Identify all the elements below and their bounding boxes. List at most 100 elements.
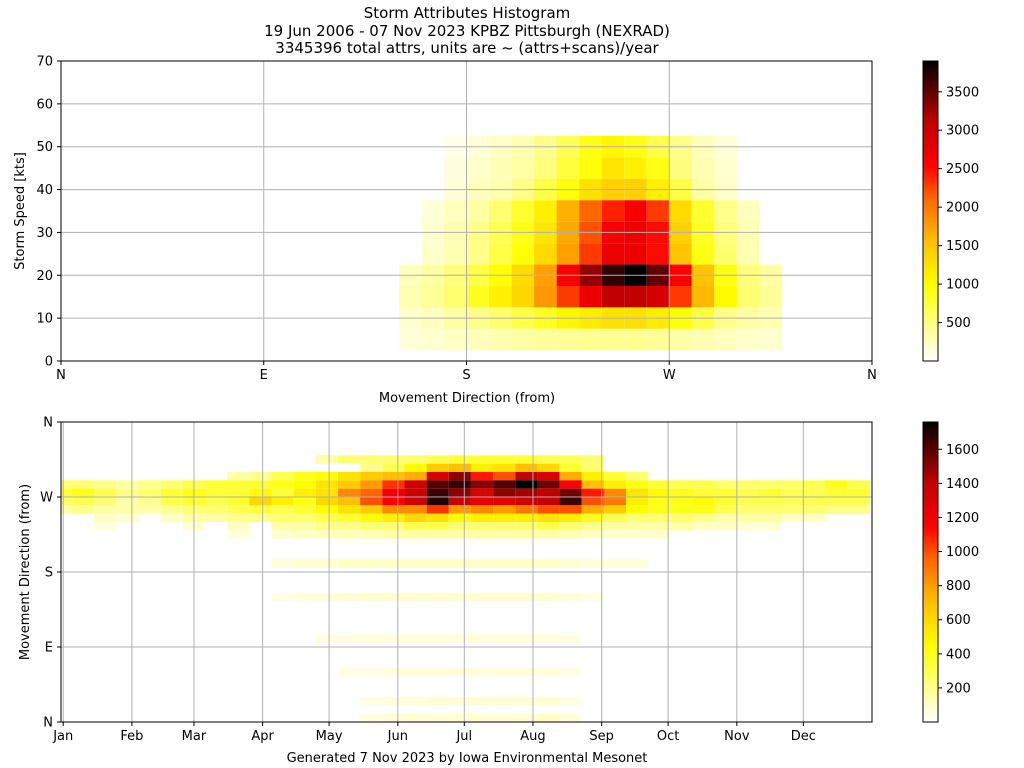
bottom-cell [360, 488, 383, 497]
top-cell [556, 200, 580, 222]
bottom-cell [648, 513, 671, 522]
top-colorbar-tick-label: 3000 [946, 124, 979, 139]
bottom-cell [249, 488, 272, 497]
top-cell [646, 157, 670, 179]
bottom-cell [670, 488, 693, 497]
bottom-cell [626, 497, 649, 506]
bottom-cell [249, 505, 272, 514]
bottom-cell [581, 559, 604, 568]
top-cell [736, 328, 760, 351]
top-cell [443, 157, 467, 179]
bottom-cell [470, 513, 494, 522]
top-cell [421, 328, 444, 351]
bottom-cell [515, 713, 538, 722]
bottom-cell [315, 530, 338, 539]
bottom-cell [626, 488, 649, 497]
top-cell [489, 157, 512, 179]
top-y-tick-label: 40 [36, 183, 53, 198]
bottom-cell [714, 488, 737, 497]
bottom-cell [360, 697, 383, 706]
top-cell [714, 243, 737, 265]
bottom-cell [249, 472, 272, 481]
bottom-cell [493, 697, 516, 706]
bottom-cell [293, 497, 316, 506]
bottom-cell [61, 488, 73, 497]
bottom-cell [670, 513, 693, 522]
top-cell [624, 328, 647, 351]
bottom-cell [493, 463, 516, 472]
bottom-cell [537, 497, 560, 506]
bottom-cell [626, 505, 649, 514]
top-x-tick-label: E [260, 368, 268, 383]
bottom-cell [537, 463, 560, 472]
bottom-cell [337, 472, 361, 481]
top-cell [489, 328, 512, 351]
bottom-cell [271, 505, 294, 514]
top-cell [511, 157, 535, 179]
bottom-x-tick-label: Nov [724, 729, 750, 744]
bottom-cell [404, 488, 427, 497]
speed-direction-x-label: Movement Direction (from) [379, 391, 555, 406]
bottom-cell [382, 697, 405, 706]
bottom-cell [736, 488, 759, 497]
bottom-cell [271, 530, 294, 539]
bottom-cell [559, 522, 582, 531]
bottom-cell [360, 455, 383, 464]
bottom-cell [581, 497, 604, 506]
bottom-cell [692, 513, 715, 522]
top-cell [511, 286, 535, 308]
bottom-cell [537, 472, 560, 481]
bottom-colorbar-tick-label: 1000 [946, 545, 979, 560]
bottom-cell [227, 505, 250, 514]
bottom-cell [603, 559, 627, 568]
bottom-cell [648, 522, 671, 531]
bottom-cell [315, 488, 338, 497]
bottom-cell [337, 522, 361, 531]
top-cell [511, 200, 535, 222]
bottom-cell [648, 497, 671, 506]
direction-season-y-label: Movement Direction (from) [18, 484, 33, 660]
top-cell [624, 243, 647, 265]
bottom-cell [470, 463, 494, 472]
top-colorbar-tick-label: 1500 [946, 239, 979, 254]
top-cell [534, 157, 557, 179]
bottom-cell [648, 480, 671, 489]
top-x-tick-label: W [663, 368, 676, 383]
bottom-cell [61, 497, 73, 506]
bottom-cell [315, 480, 338, 489]
bottom-cell [382, 522, 405, 531]
top-cell [579, 243, 602, 265]
bottom-cell [293, 592, 316, 602]
bottom-cell [94, 497, 117, 506]
bottom-cell [360, 472, 383, 481]
bottom-cell [559, 634, 582, 643]
bottom-cell [448, 667, 471, 677]
bottom-cell [426, 497, 449, 506]
bottom-cell [537, 697, 560, 706]
bottom-cell [360, 513, 383, 522]
bottom-cell [160, 488, 183, 497]
bottom-cell [493, 472, 516, 481]
bottom-cell [382, 463, 405, 472]
bottom-cell [470, 455, 494, 464]
bottom-cell [803, 505, 826, 514]
bottom-cell [847, 488, 870, 497]
bottom-cell [714, 505, 737, 514]
top-cell [759, 328, 782, 351]
bottom-cell [337, 455, 361, 464]
top-cell [646, 243, 670, 265]
bottom-cell [315, 472, 338, 481]
bottom-cell [493, 559, 516, 568]
bottom-cell [205, 513, 228, 522]
bottom-cell [825, 480, 848, 489]
bottom-cell [537, 488, 560, 497]
top-cell [669, 286, 692, 308]
bottom-cell [847, 505, 870, 514]
top-cell [443, 243, 467, 265]
bottom-cell [581, 513, 604, 522]
bottom-cell [426, 480, 449, 489]
top-cell [601, 286, 625, 308]
top-cell [466, 157, 490, 179]
bottom-cell [626, 559, 649, 568]
